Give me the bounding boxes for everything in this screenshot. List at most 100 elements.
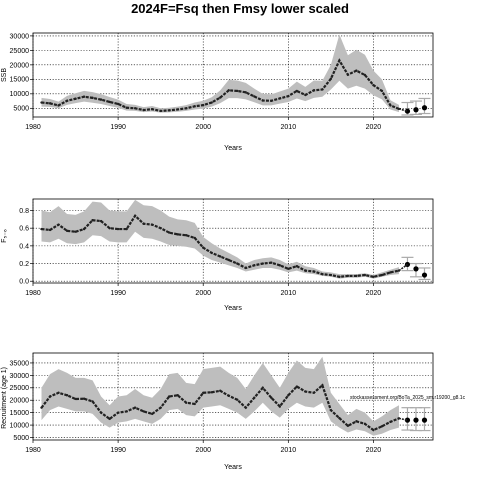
y-tick-label: 0.6	[19, 226, 29, 233]
estimate-point	[380, 425, 384, 428]
estimate-point	[236, 89, 239, 93]
estimate-point	[355, 69, 358, 72]
estimate-point	[304, 390, 307, 393]
estimate-point	[210, 101, 213, 104]
estimate-point	[167, 395, 171, 398]
estimate-point	[295, 265, 299, 268]
estimate-point	[99, 219, 103, 223]
estimate-point	[159, 406, 162, 409]
estimate-point	[184, 234, 188, 237]
estimate-point	[65, 99, 69, 102]
y-tick-label: 0.2	[19, 261, 29, 268]
x-tick-label: 1980	[25, 290, 41, 297]
estimate-point	[159, 226, 162, 230]
estimate-point	[355, 420, 358, 423]
estimate-point	[270, 396, 273, 399]
estimate-point	[125, 227, 128, 231]
estimate-point	[167, 109, 171, 112]
estimate-point	[99, 98, 103, 101]
estimate-point	[184, 107, 188, 110]
estimate-point	[346, 274, 350, 278]
x-tick-label: 2000	[195, 124, 211, 131]
x-tick-label: 2010	[281, 447, 297, 454]
chart-panel-fbar: 1980 1990 2000 2010 2020 0.0 0.2 0.4 0.6 0.8 Years…	[1, 198, 434, 312]
estimate-point	[150, 412, 154, 416]
projection-point	[421, 105, 428, 111]
estimate-point	[91, 219, 94, 222]
x-tick-label: 1980	[25, 447, 41, 454]
estimate-point	[82, 227, 86, 231]
estimate-point	[312, 270, 316, 273]
chart-panel-ssb: 1980 1990 2000 2010 2020 5000 10000 15000 20000 2…	[1, 32, 434, 152]
y-tick-label: 10000	[10, 91, 30, 98]
estimate-point	[40, 101, 43, 104]
estimate-point	[142, 108, 145, 112]
estimate-point	[142, 410, 145, 413]
estimate-point	[210, 251, 213, 255]
projection-point	[421, 417, 428, 423]
y-tick-label: 20000	[10, 398, 30, 405]
estimate-point	[125, 106, 128, 109]
estimate-point	[321, 88, 324, 91]
estimate-point	[312, 391, 316, 394]
x-axis-title: Years	[224, 145, 242, 152]
estimate-point	[244, 266, 247, 270]
estimate-point	[278, 264, 282, 267]
estimate-point	[389, 271, 392, 274]
x-tick-label: 2020	[366, 447, 382, 454]
estimate-point	[363, 73, 367, 77]
estimate-point	[355, 274, 358, 278]
estimate-point	[295, 385, 299, 388]
estimate-point	[48, 228, 52, 232]
estimate-point	[133, 107, 137, 110]
estimate-point	[193, 402, 196, 406]
projection-point	[413, 266, 419, 272]
y-tick-label: 15000	[10, 77, 30, 84]
x-axis-title: Years	[224, 305, 242, 312]
estimate-point	[57, 104, 60, 107]
estimate-point	[363, 422, 367, 426]
estimate-point	[202, 103, 205, 107]
estimate-point	[372, 428, 375, 432]
estimate-point	[48, 395, 52, 398]
estimate-point	[363, 273, 367, 277]
estimate-point	[287, 394, 290, 397]
y-tick-label: 25000	[10, 48, 30, 55]
y-tick-label: 15000	[10, 410, 30, 417]
estimate-point	[108, 417, 111, 421]
estimate-point	[270, 99, 273, 102]
projection-point	[404, 417, 411, 423]
estimate-point	[227, 394, 230, 397]
estimate-point	[48, 102, 52, 105]
estimate-point	[253, 396, 256, 399]
estimate-point	[346, 73, 350, 76]
estimate-point	[261, 99, 264, 102]
y-tick-label: 20000	[10, 62, 30, 69]
x-tick-label: 2000	[195, 290, 211, 297]
y-tick-label: 5000	[13, 106, 29, 113]
y-axis-title: Recruitment (age 1)	[1, 367, 8, 429]
estimate-point	[108, 226, 111, 230]
estimate-point	[329, 408, 333, 412]
estimate-point	[253, 264, 256, 267]
estimate-point	[261, 262, 264, 265]
estimate-point	[74, 397, 77, 401]
estimate-point	[74, 230, 77, 233]
estimate-point	[193, 236, 196, 240]
estimate-point	[321, 272, 324, 276]
estimate-point	[253, 95, 256, 98]
confidence-band	[41, 34, 399, 113]
estimate-point	[278, 97, 282, 100]
estimate-point	[295, 89, 299, 93]
main-title: 2024F=Fsq then Fmsy lower scaled	[131, 1, 349, 16]
projection-link	[398, 108, 408, 112]
x-tick-label: 2020	[366, 124, 382, 131]
estimate-point	[227, 258, 230, 262]
estimate-point	[202, 391, 205, 394]
projection-point	[404, 108, 411, 114]
estimate-point	[176, 394, 179, 397]
estimate-point	[176, 108, 179, 111]
estimate-point	[65, 229, 69, 233]
estimate-point	[82, 95, 86, 98]
estimate-point	[159, 109, 162, 113]
